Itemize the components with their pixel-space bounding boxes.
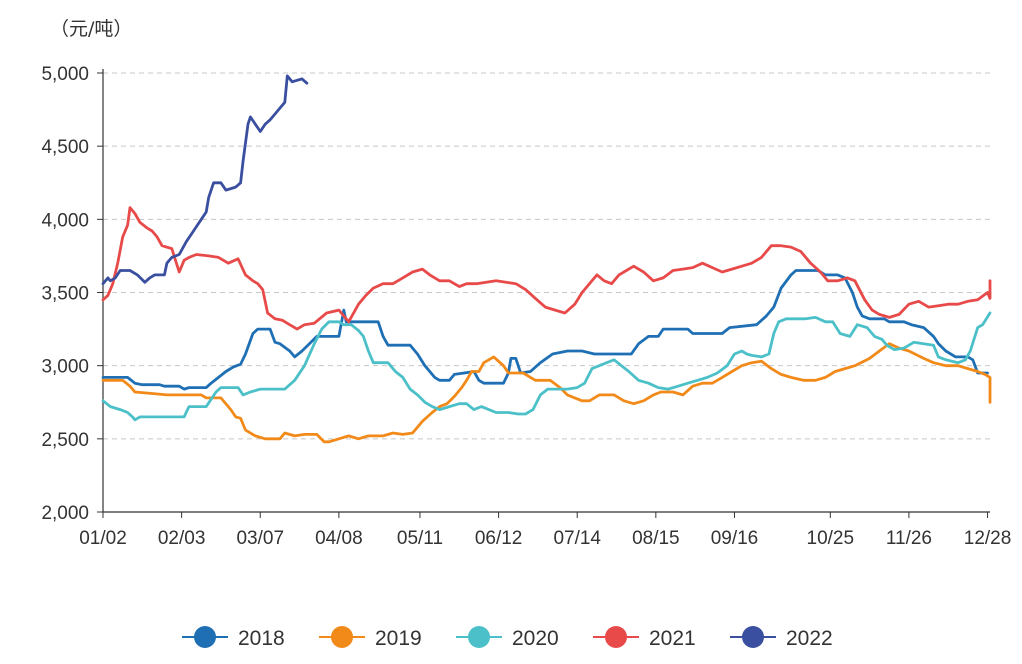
- legend-item-2019[interactable]: 2019: [319, 626, 422, 650]
- legend-label: 2019: [375, 627, 422, 650]
- x-tick-label: 02/03: [158, 528, 206, 549]
- legend-marker-icon: [605, 626, 627, 648]
- series-line-2021: [101, 206, 992, 331]
- legend-item-2020[interactable]: 2020: [456, 626, 559, 650]
- legend: 2018 2019 2020 2021 2022: [182, 626, 833, 650]
- gridlines: [103, 72, 990, 440]
- series-line-2018: [101, 269, 989, 391]
- axes: 2,000 2,500 3,000 3,500 4,000 4,500 5,000 01/02…: [41, 64, 1011, 549]
- y-tick-label: 2,000: [41, 503, 89, 524]
- legend-marker-icon: [194, 626, 216, 648]
- y-tick-label: 5,000: [41, 64, 89, 85]
- x-tick-label: 03/07: [236, 528, 284, 549]
- x-tick-label: 09/16: [711, 528, 759, 549]
- x-tick-label: 01/02: [79, 528, 127, 549]
- legend-item-2022[interactable]: 2022: [730, 626, 833, 650]
- x-tick-label: 12/28: [964, 528, 1012, 549]
- series-line-2019: [101, 342, 992, 444]
- legend-item-2021[interactable]: 2021: [593, 626, 696, 650]
- series-line-2022: [101, 74, 309, 286]
- x-tick-label: 10/25: [807, 528, 855, 549]
- legend-label: 2022: [786, 627, 833, 650]
- y-tick-label: 2,500: [41, 430, 89, 451]
- legend-marker-icon: [742, 626, 764, 648]
- x-tick-label: 04/08: [315, 528, 363, 549]
- y-tick-label: 4,500: [41, 137, 89, 158]
- y-tick-label: 3,500: [41, 284, 89, 305]
- legend-marker-icon: [468, 626, 490, 648]
- y-unit-label: （元/吨）: [50, 18, 132, 40]
- legend-item-2018[interactable]: 2018: [182, 626, 285, 650]
- series-lines: [101, 74, 992, 444]
- x-tick-label: 08/15: [632, 528, 680, 549]
- x-tick-label: 06/12: [475, 528, 523, 549]
- series-line-2020: [101, 311, 992, 422]
- legend-label: 2020: [512, 627, 559, 650]
- x-tick-label: 07/14: [553, 528, 601, 549]
- x-tick-label: 05/11: [397, 528, 443, 549]
- y-tick-label: 4,000: [41, 210, 89, 231]
- legend-label: 2021: [649, 627, 696, 650]
- x-tick-label: 11/26: [886, 528, 932, 549]
- legend-marker-icon: [331, 626, 353, 648]
- legend-label: 2018: [238, 627, 285, 650]
- y-tick-label: 3,000: [41, 357, 89, 378]
